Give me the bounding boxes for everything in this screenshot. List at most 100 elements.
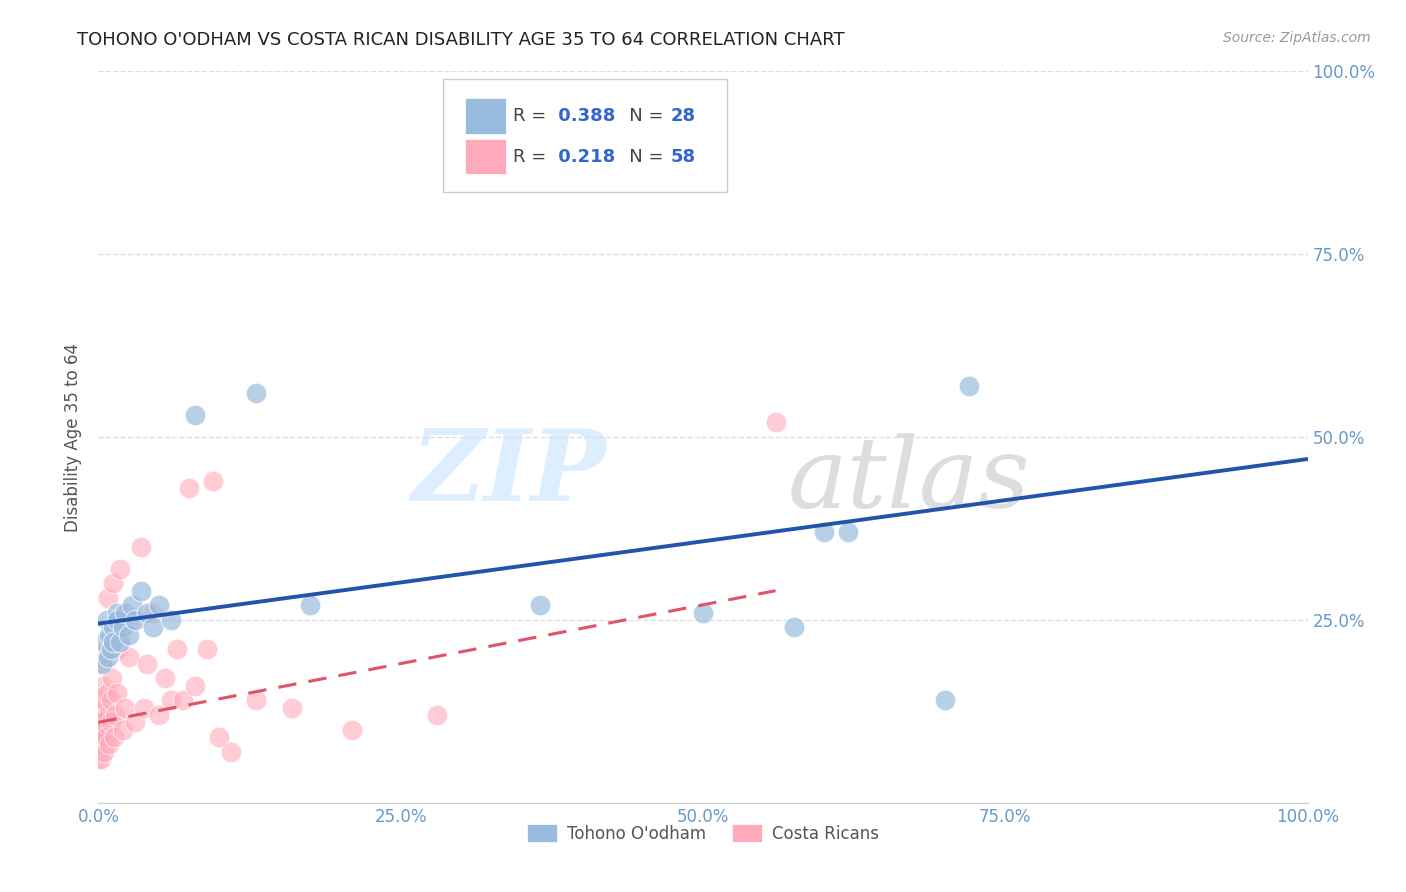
Point bbox=[184, 679, 207, 693]
Point bbox=[129, 583, 152, 598]
Point bbox=[91, 730, 114, 744]
Point bbox=[98, 627, 121, 641]
Point bbox=[94, 730, 117, 744]
Point bbox=[97, 642, 120, 657]
Point bbox=[160, 693, 183, 707]
Point bbox=[105, 613, 128, 627]
Text: 0.388: 0.388 bbox=[551, 107, 616, 125]
Point bbox=[87, 737, 110, 751]
Point bbox=[148, 708, 170, 723]
Point bbox=[91, 679, 114, 693]
Point bbox=[100, 672, 122, 686]
Point bbox=[96, 686, 118, 700]
Point bbox=[101, 635, 124, 649]
Point bbox=[87, 730, 110, 744]
Point bbox=[100, 715, 122, 730]
Point bbox=[813, 525, 835, 540]
Point bbox=[101, 576, 124, 591]
Point bbox=[142, 606, 165, 620]
Point bbox=[89, 693, 111, 707]
FancyBboxPatch shape bbox=[443, 78, 727, 192]
Point bbox=[148, 599, 170, 613]
Point bbox=[299, 599, 322, 613]
Point bbox=[97, 591, 120, 605]
Point bbox=[87, 715, 110, 730]
Point bbox=[166, 642, 188, 657]
Point bbox=[91, 657, 114, 671]
Point bbox=[93, 635, 115, 649]
FancyBboxPatch shape bbox=[465, 98, 506, 134]
Point bbox=[100, 693, 122, 707]
Point bbox=[134, 700, 156, 714]
Point bbox=[108, 635, 131, 649]
Legend: Tohono O'odham, Costa Ricans: Tohono O'odham, Costa Ricans bbox=[520, 818, 886, 849]
Point bbox=[96, 613, 118, 627]
Point bbox=[87, 723, 110, 737]
Point bbox=[87, 745, 110, 759]
Point bbox=[124, 715, 146, 730]
Point bbox=[934, 693, 956, 707]
Text: atlas: atlas bbox=[787, 434, 1031, 529]
Point bbox=[342, 723, 364, 737]
Point bbox=[172, 693, 194, 707]
Point bbox=[184, 408, 207, 422]
Point bbox=[245, 693, 267, 707]
Point bbox=[124, 613, 146, 627]
Point bbox=[245, 386, 267, 401]
Point bbox=[118, 627, 141, 641]
Point bbox=[114, 606, 136, 620]
Point bbox=[104, 708, 127, 723]
Point bbox=[221, 745, 243, 759]
Point bbox=[91, 715, 114, 730]
Text: N =: N = bbox=[613, 107, 669, 125]
Point bbox=[105, 686, 128, 700]
Point bbox=[837, 525, 859, 540]
Point bbox=[96, 708, 118, 723]
Point bbox=[90, 737, 112, 751]
Point bbox=[160, 613, 183, 627]
Point bbox=[135, 657, 157, 671]
Point bbox=[97, 649, 120, 664]
Point bbox=[111, 620, 134, 634]
Text: R =: R = bbox=[513, 148, 553, 166]
FancyBboxPatch shape bbox=[465, 139, 506, 175]
Point bbox=[93, 657, 115, 671]
Point bbox=[87, 723, 110, 737]
Point bbox=[98, 737, 121, 751]
Point bbox=[108, 562, 131, 576]
Point bbox=[101, 620, 124, 634]
Point bbox=[765, 416, 787, 430]
Text: 28: 28 bbox=[671, 107, 696, 125]
Point bbox=[114, 700, 136, 714]
Point bbox=[142, 620, 165, 634]
Point bbox=[118, 649, 141, 664]
Point bbox=[202, 474, 225, 488]
Point bbox=[607, 101, 630, 115]
Point bbox=[111, 723, 134, 737]
Text: TOHONO O'ODHAM VS COSTA RICAN DISABILITY AGE 35 TO 64 CORRELATION CHART: TOHONO O'ODHAM VS COSTA RICAN DISABILITY… bbox=[77, 31, 845, 49]
Point bbox=[129, 540, 152, 554]
Point bbox=[103, 730, 125, 744]
Point bbox=[957, 379, 980, 393]
Point bbox=[529, 599, 551, 613]
Point bbox=[120, 613, 142, 627]
Point bbox=[692, 606, 714, 620]
Point bbox=[87, 752, 110, 766]
Text: R =: R = bbox=[513, 107, 553, 125]
Point bbox=[208, 730, 231, 744]
Point bbox=[153, 672, 176, 686]
Point bbox=[281, 700, 304, 714]
Text: 0.218: 0.218 bbox=[551, 148, 614, 166]
Point bbox=[107, 642, 129, 657]
Point bbox=[90, 752, 112, 766]
Point bbox=[426, 708, 449, 723]
Point bbox=[195, 642, 218, 657]
Point bbox=[105, 606, 128, 620]
Text: N =: N = bbox=[613, 148, 669, 166]
Point bbox=[121, 599, 143, 613]
Point bbox=[93, 745, 115, 759]
Point bbox=[87, 700, 110, 714]
Point bbox=[179, 481, 201, 495]
Text: Source: ZipAtlas.com: Source: ZipAtlas.com bbox=[1223, 31, 1371, 45]
Text: 58: 58 bbox=[671, 148, 696, 166]
